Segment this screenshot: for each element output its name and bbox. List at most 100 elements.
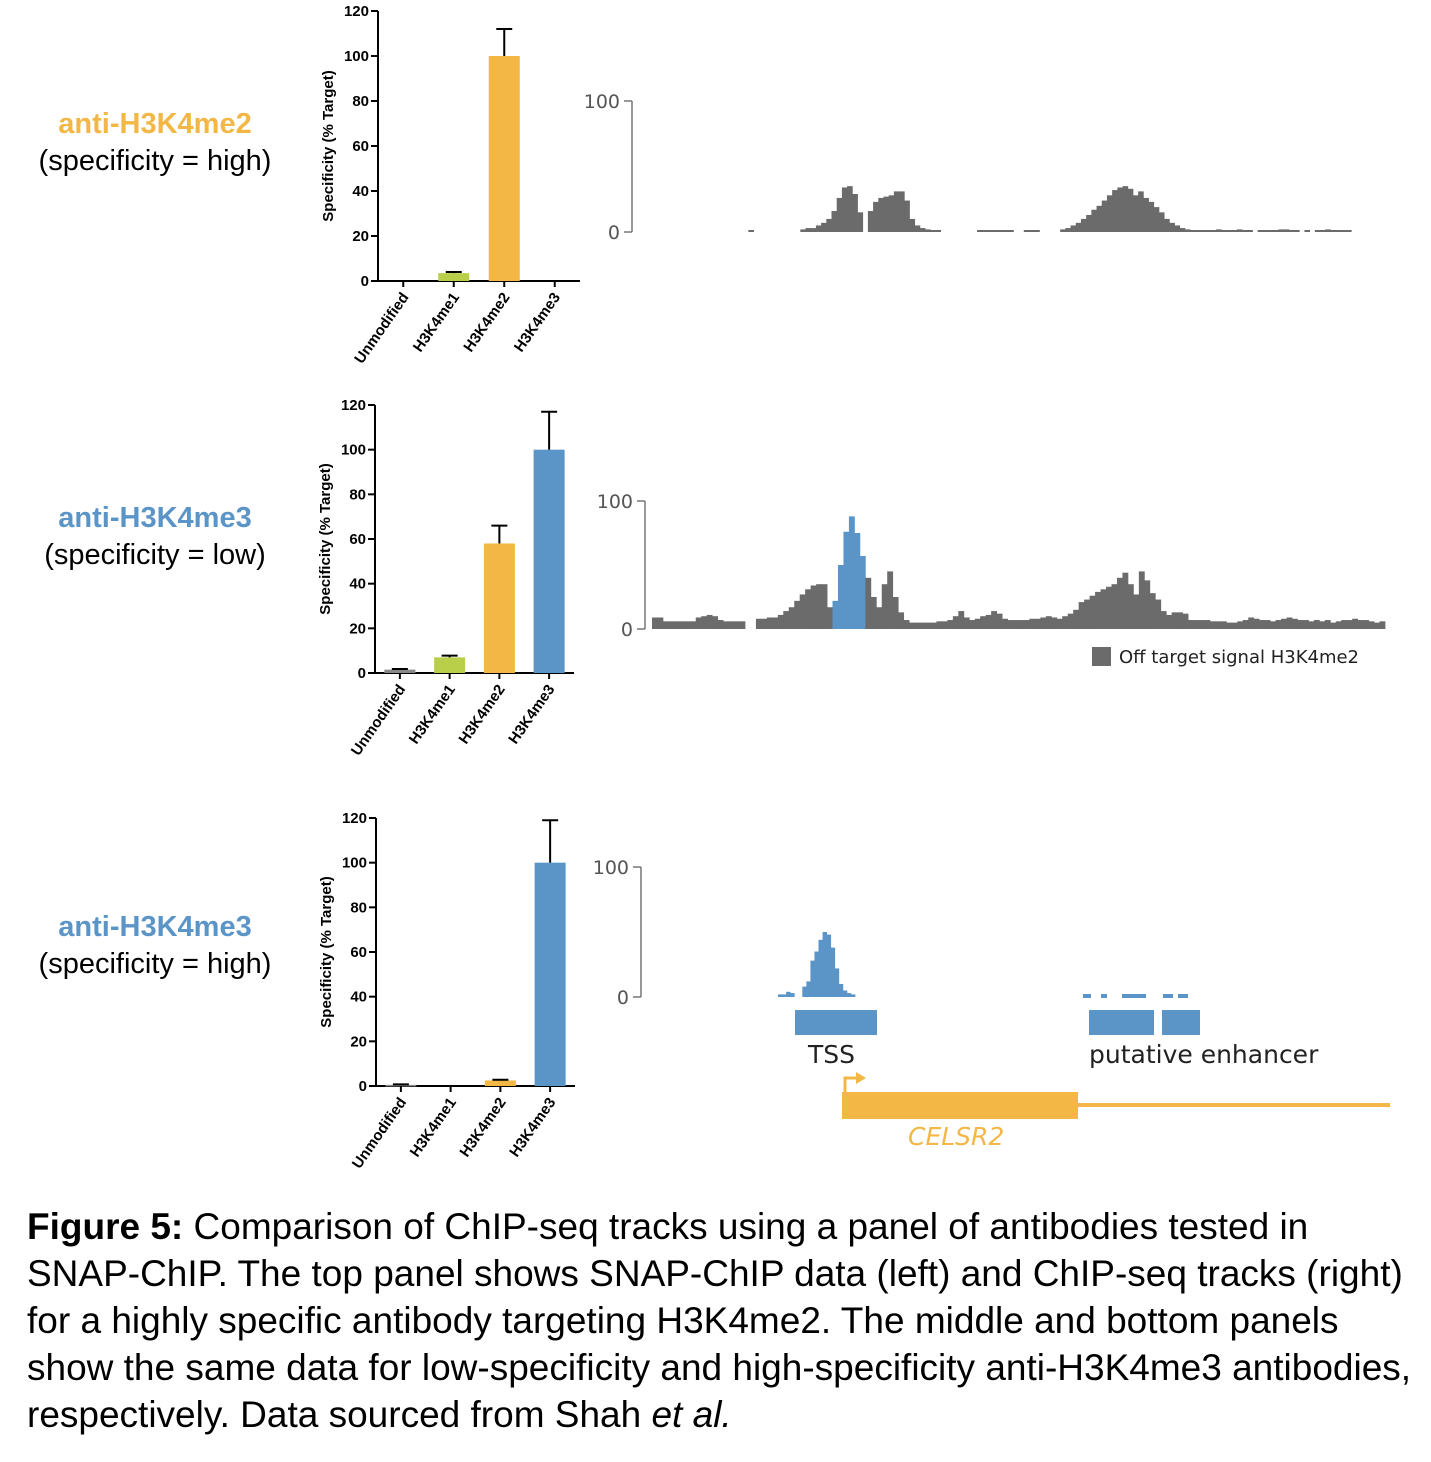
signal-bin [1008,230,1014,232]
signal-bin [1122,186,1129,232]
signal-bin [1166,614,1173,629]
signal-bin [1100,589,1107,629]
signal-bin [706,614,713,629]
signal-bin [1078,602,1085,629]
signal-bin [1352,618,1359,629]
signal-bin [1177,612,1184,629]
signal-bin [832,600,839,629]
tss-region [795,1010,877,1035]
figure-caption: Figure 5: Comparison of ChIP-seq tracks … [27,1203,1417,1438]
x-tick-label: H3K4me1 [410,290,463,356]
y-tick-label: 100 [344,48,369,65]
y-tick-label: 0 [358,665,366,682]
tss-arrow-head [856,1072,866,1084]
y-tick-label: 0 [359,1078,367,1095]
caption-citation: et al. [651,1394,732,1435]
bar-unmodified [384,669,416,673]
signal-bin [985,614,992,629]
x-tick-label: H3K4me3 [506,1095,559,1161]
signal-bin [841,187,848,232]
signal-bin [865,577,872,629]
signal-bin [810,228,817,232]
specificity-text: (specificity = high) [38,948,272,980]
signal-bin [847,186,853,232]
signal-bin [690,621,697,629]
signal-bin [881,584,888,629]
y-tick-label: 120 [344,3,369,20]
signal-bin [1045,616,1052,629]
y-tick-label: 60 [350,944,367,961]
signal-bin [1273,230,1279,232]
signal-bin [717,620,724,629]
signal-bin [1242,620,1249,629]
signal-bin [963,617,970,629]
signal-bin [1283,229,1290,232]
signal-bin [887,571,894,629]
x-tick-label: H3K4me2 [457,1095,510,1161]
signal-bin [821,222,827,232]
signal-bin [1314,230,1321,232]
signal-bin [1132,195,1139,232]
signal-bin [1138,571,1145,629]
signal-bin [930,622,937,629]
bar-h3k4me3 [533,449,565,673]
signal-bin [1122,572,1129,629]
signal-bin [1127,188,1134,232]
signal-bin [777,614,784,629]
signal-bin [748,230,754,232]
bar-h3k4me2 [483,543,515,673]
signal-bin [1340,230,1347,232]
signal-bin [1379,621,1386,629]
signal-bin [1242,230,1248,232]
signal-bin [1220,621,1227,629]
signal-bin [1171,612,1178,629]
specificity-text: (specificity = low) [44,539,266,571]
signal-bin [1138,191,1144,232]
signal-bin [816,584,822,629]
signal-bin [1023,230,1030,232]
signal-bin [1264,620,1271,629]
x-tick-label: H3K4me2 [460,290,513,356]
y-tick-label: 60 [349,531,366,548]
y-tick-label: 100 [342,855,367,872]
signal-bin [914,622,921,629]
signal-bin [1075,222,1082,232]
signal-bin [1288,230,1295,232]
signal-bin [668,621,675,629]
signal-bin [977,230,983,232]
signal-bin [1007,620,1014,629]
y-tick-label: 40 [350,989,367,1006]
signal-bin [876,607,883,629]
signal-bin [1313,620,1320,629]
signal-bin [925,622,932,629]
y-tick-label: 0 [361,273,369,290]
tss-arrow-stem [843,1076,858,1092]
signal-bin [1221,230,1227,232]
enhancer-region [1162,1010,1200,1035]
signal-bin [1080,218,1087,232]
track-tick-label: 0 [608,222,620,244]
signal-bin [1335,230,1342,232]
signal-bin [1083,994,1091,998]
signal-bin [728,621,735,629]
signal-bin [1056,618,1063,629]
signal-bin [878,197,884,232]
signal-bin [958,611,965,629]
signal-bin [766,617,773,629]
panel-3-label: anti-H3K4me3 (specificity = high) [20,911,290,981]
signal-bin [1270,621,1276,629]
specificity-text: (specificity = high) [38,145,272,177]
signal-bin [867,211,874,232]
y-tick-label: 40 [352,183,369,200]
signal-bin [734,621,740,629]
signal-bin [1029,230,1035,232]
signal-bin [1060,229,1066,232]
signal-bin [1127,584,1134,629]
caption-label: Figure 5: [27,1206,184,1247]
panel-2-label: anti-H3K4me3 (specificity = low) [20,502,290,572]
signal-bin [1262,230,1269,232]
y-tick-label: 100 [341,442,366,459]
bar-unmodified [385,1084,417,1087]
signal-bin [1253,618,1260,629]
signal-bin [919,228,926,232]
